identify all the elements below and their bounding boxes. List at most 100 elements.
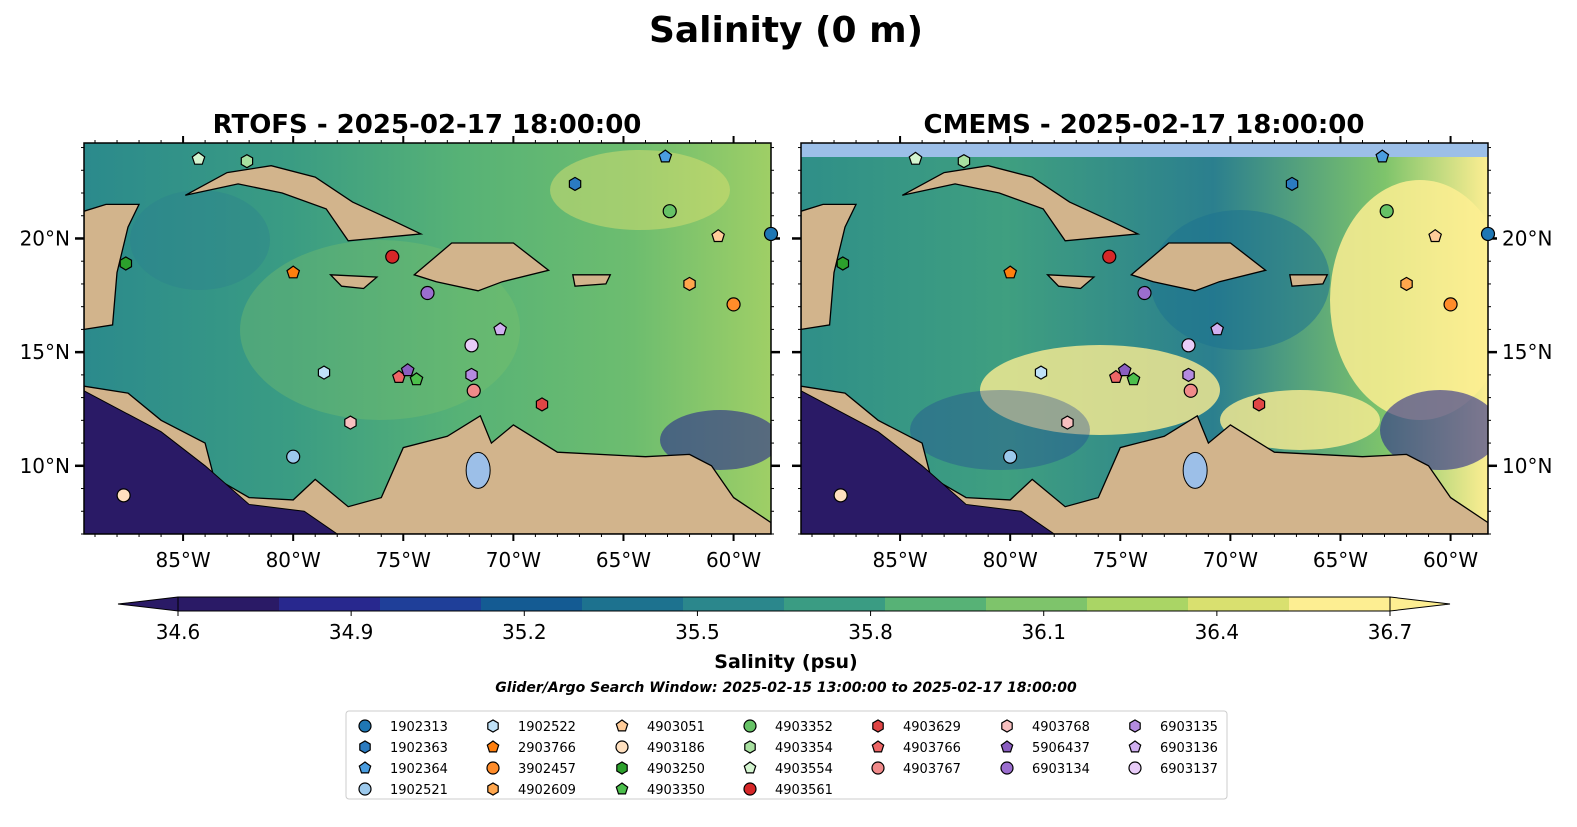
legend-label: 5906437 xyxy=(1032,741,1090,756)
colorbar-segment xyxy=(784,597,886,611)
colorbar-segment xyxy=(683,597,785,611)
x-tick-label: 85°W xyxy=(872,548,927,572)
landmass xyxy=(184,165,424,242)
legend-marker-4903186 xyxy=(615,740,629,754)
legend-marker-1902313 xyxy=(358,719,372,733)
float-1902522 xyxy=(317,365,331,380)
legend-marker-5906437 xyxy=(1000,740,1014,753)
float-4903352 xyxy=(1379,204,1394,219)
colorbar-tick-label: 35.8 xyxy=(848,620,893,644)
cmems-nodata-band xyxy=(801,143,1488,157)
legend-label: 2903766 xyxy=(518,741,576,756)
y-tick-label: 15°N xyxy=(1502,340,1552,364)
x-tick-label: 85°W xyxy=(155,548,210,572)
cmems-floats xyxy=(833,149,1496,503)
float-1902313 xyxy=(1480,226,1496,242)
float-1902522 xyxy=(1034,365,1048,380)
rtofs-land xyxy=(84,165,771,534)
colorbar-segment xyxy=(178,597,280,611)
landmass xyxy=(412,242,551,292)
y-tick-label: 20°N xyxy=(20,226,70,250)
legend-marker-6903134 xyxy=(1000,761,1014,775)
legend-label: 4903352 xyxy=(775,720,833,735)
figure-title: Salinity (0 m) xyxy=(649,10,923,51)
float-4903354 xyxy=(957,154,971,169)
float-3902457 xyxy=(726,297,741,312)
landmass xyxy=(1129,242,1268,292)
pacific-ocean xyxy=(84,390,339,534)
legend-marker-3902457 xyxy=(486,761,500,775)
colorbar-segment xyxy=(481,597,583,611)
float-4903629 xyxy=(535,397,549,412)
float-4903051 xyxy=(1428,228,1443,243)
legend-marker-4903561 xyxy=(743,782,757,796)
y-tick-label: 20°N xyxy=(1502,226,1552,250)
landmass xyxy=(84,385,771,534)
x-tick-label: 70°W xyxy=(486,548,541,572)
colorbar-tick-label: 34.6 xyxy=(156,620,201,644)
float-4903767 xyxy=(1183,383,1198,398)
landmass xyxy=(572,274,612,287)
legend-marker-4903767 xyxy=(871,761,885,775)
legend-marker-4903051 xyxy=(615,719,629,732)
colorbar-tick-label: 36.1 xyxy=(1021,620,1066,644)
colorbar-tick-label: 36.4 xyxy=(1195,620,1240,644)
landmass xyxy=(1045,274,1096,290)
landmass xyxy=(801,203,858,331)
x-tick-label: 70°W xyxy=(1203,548,1258,572)
float-6903136 xyxy=(1210,322,1225,336)
float-4903629 xyxy=(1252,397,1266,412)
float-1902363 xyxy=(1285,176,1299,192)
colorbar-segment xyxy=(279,597,381,611)
landmass xyxy=(1289,274,1329,287)
cmems-axes: 85°W 80°W 75°W 70°W 65°W 60°W 10°N 15°N 20°N xyxy=(792,136,1552,572)
x-tick-label: 80°W xyxy=(983,548,1038,572)
float-4903350 xyxy=(409,372,424,386)
colorbar-extend-high xyxy=(1389,596,1451,612)
legend-box xyxy=(345,710,1228,800)
legend-label: 4902609 xyxy=(518,783,576,798)
float-1902313 xyxy=(763,226,779,242)
cmems-low-salinity-patch xyxy=(1380,390,1488,470)
cmems-high-salinity-patch xyxy=(1330,180,1488,420)
cmems-low-salinity-patch xyxy=(910,390,1090,470)
landmass xyxy=(901,165,1141,242)
y-tick-label: 10°N xyxy=(20,454,70,478)
landmass xyxy=(328,274,379,290)
legend-label: 4903561 xyxy=(775,783,833,798)
colorbar-tick-label: 34.9 xyxy=(329,620,374,644)
legend: 1902313 1902363 1902364 1902521 1902522 29037… xyxy=(345,710,1228,800)
legend-label: 4903554 xyxy=(775,762,833,777)
float-4903352 xyxy=(662,204,677,219)
float-4903561 xyxy=(1102,249,1117,264)
legend-label: 1902363 xyxy=(390,741,448,756)
legend-label: 4903354 xyxy=(775,741,833,756)
float-6903134 xyxy=(420,285,435,301)
y-tick-label: 10°N xyxy=(1502,454,1552,478)
x-tick-label: 75°W xyxy=(376,548,431,572)
colorbar-extend-low xyxy=(117,596,179,612)
legend-label: 4903051 xyxy=(647,720,705,735)
legend-label: 4903766 xyxy=(903,741,961,756)
colorbar-tick-label: 35.5 xyxy=(675,620,720,644)
float-4903554 xyxy=(191,151,206,165)
colorbar-segment xyxy=(986,597,1088,611)
legend-label: 4903768 xyxy=(1032,720,1090,735)
float-4902609 xyxy=(683,276,696,292)
x-tick-label: 60°W xyxy=(706,548,761,572)
colorbar-segment xyxy=(380,597,482,611)
legend-marker-4903554 xyxy=(743,761,757,774)
colorbar: 34.6 34.9 35.2 35.5 35.8 36.1 36.4 36.7 xyxy=(117,596,1451,644)
x-tick-label: 75°W xyxy=(1093,548,1148,572)
float-4903767 xyxy=(466,383,481,398)
float-4903250 xyxy=(836,256,850,271)
legend-label: 6903136 xyxy=(1160,741,1218,756)
rtofs-high-salinity-patch xyxy=(550,150,730,230)
x-tick-label: 80°W xyxy=(266,548,321,572)
pacific-ocean xyxy=(801,390,1056,534)
legend-label: 4903186 xyxy=(647,741,705,756)
float-4902609 xyxy=(1400,276,1413,292)
lake-maracaibo xyxy=(465,451,491,489)
legend-marker-4903354 xyxy=(744,740,756,754)
